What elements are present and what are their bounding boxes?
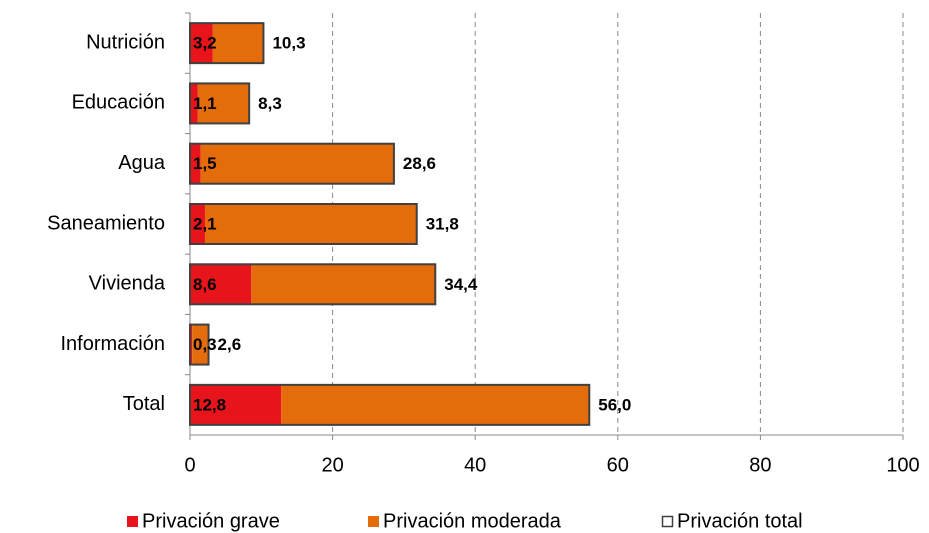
- value-label: 1,5: [193, 154, 217, 173]
- bar-total: [189, 22, 265, 65]
- legend-label: Privación total: [677, 510, 803, 532]
- bar-total: [189, 263, 437, 306]
- bar-grave: [190, 83, 198, 124]
- bar-moderada: [192, 324, 209, 365]
- legend-swatch: [368, 516, 379, 527]
- value-label: 56,0: [598, 395, 631, 414]
- bar-grave: [190, 264, 252, 305]
- bar-grave: [190, 324, 193, 365]
- bar-total: [189, 142, 395, 185]
- value-label: 2,1: [193, 214, 217, 233]
- value-label: 3,2: [193, 34, 217, 53]
- legend-swatch: [127, 516, 138, 527]
- x-tick-label: 40: [464, 454, 486, 476]
- y-tick-label: Información: [61, 333, 166, 355]
- x-tick-label: 60: [607, 454, 629, 476]
- bar-total: [189, 203, 418, 245]
- bar-total: [189, 82, 251, 125]
- y-tick-label: Agua: [118, 152, 166, 174]
- value-label: 1,1: [193, 94, 217, 113]
- bar-total: [189, 383, 591, 426]
- y-tick-label: Total: [123, 393, 165, 415]
- bar-grave: [190, 204, 205, 244]
- bar-total: [189, 323, 210, 366]
- bar-moderada: [200, 143, 394, 184]
- bar-moderada: [212, 23, 264, 64]
- value-label: 10,3: [272, 34, 305, 53]
- value-label: 34,4: [444, 275, 478, 294]
- x-tick-label: 20: [321, 454, 343, 476]
- value-label: 2,6: [218, 335, 242, 354]
- bar-moderada: [204, 204, 417, 244]
- value-label: 28,6: [403, 154, 436, 173]
- bar-moderada: [197, 83, 250, 124]
- value-label: 12,8: [193, 395, 226, 414]
- legend-label: Privación moderada: [383, 510, 562, 532]
- y-tick-label: Saneamiento: [47, 212, 165, 234]
- value-label: 8,6: [193, 275, 217, 294]
- bar-moderada: [251, 264, 436, 305]
- bar-moderada: [281, 384, 590, 425]
- value-label: 31,8: [426, 214, 459, 233]
- bar-grave: [190, 384, 282, 425]
- legend-label: Privación grave: [142, 510, 280, 532]
- y-tick-label: Vivienda: [89, 273, 166, 295]
- x-tick-label: 0: [184, 454, 195, 476]
- y-tick-label: Educación: [72, 92, 165, 114]
- bar-grave: [190, 23, 213, 64]
- bar-grave: [190, 143, 201, 184]
- x-tick-label: 80: [749, 454, 771, 476]
- y-tick-label: Nutrición: [86, 31, 165, 53]
- value-label: 8,3: [258, 94, 282, 113]
- value-label: 0,3: [193, 335, 217, 354]
- x-tick-label: 100: [886, 454, 919, 476]
- legend-swatch: [661, 515, 674, 528]
